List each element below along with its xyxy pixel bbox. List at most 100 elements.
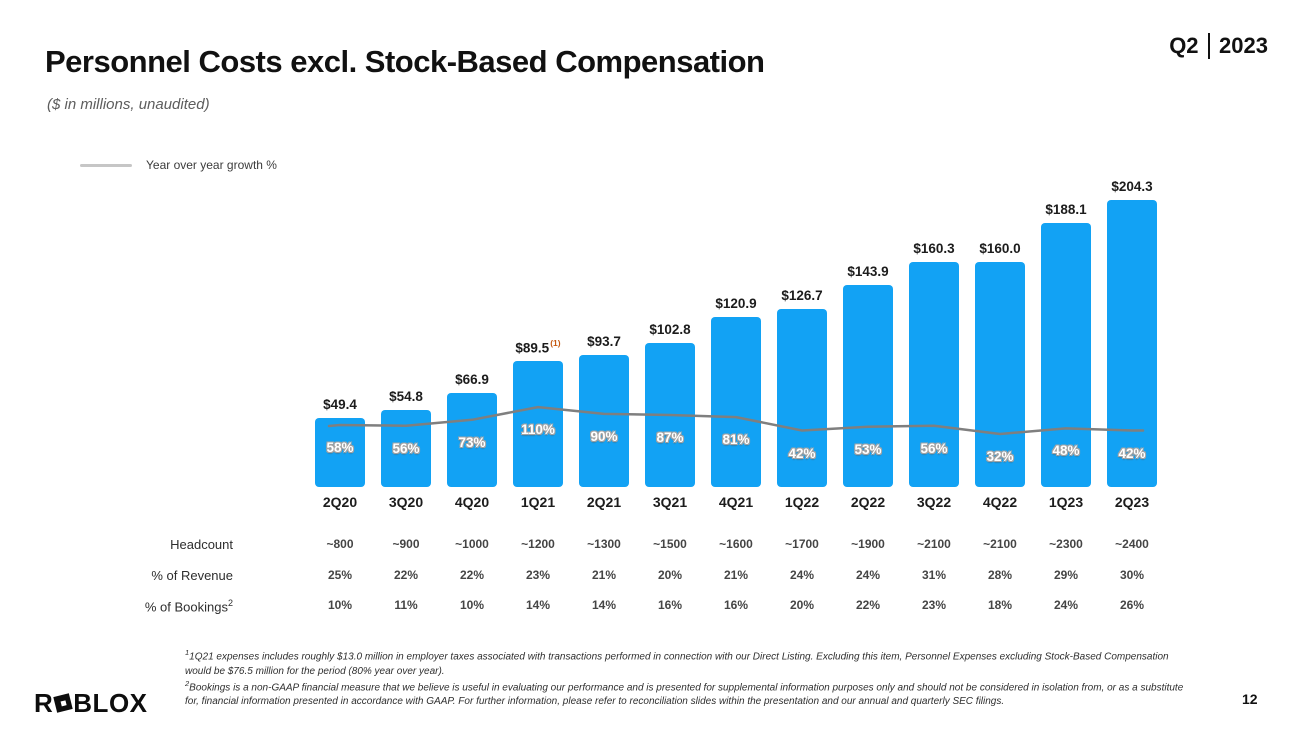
bar-value-label: $126.7: [781, 288, 823, 303]
x-axis-label-4Q21: 4Q21: [718, 494, 754, 510]
chart-column-3Q22: $160.3 56% 3Q22: [901, 170, 967, 510]
table-cell: 11%: [394, 598, 418, 612]
yoy-legend-label: Year over year growth %: [146, 158, 277, 172]
yoy-growth-label: 73%: [458, 434, 486, 450]
table-cell: ~2400: [1115, 537, 1149, 551]
yoy-growth-label: 56%: [920, 440, 948, 456]
footnote-2-text: Bookings is a non-GAAP financial measure…: [185, 682, 1184, 708]
yoy-growth-label: 42%: [1118, 445, 1146, 461]
table-cell: 26%: [1119, 598, 1145, 612]
table-cell: 23%: [921, 598, 947, 612]
table-cell: 14%: [591, 598, 617, 612]
row-values: 25% 22% 22% 23% 21% 20% 21% 24% 24% 31% 28% 29% 30%: [307, 568, 1165, 582]
bar-value-label: $102.8: [649, 322, 691, 337]
table-row--of-revenue: % of Revenue 25% 22% 22% 23% 21% 20% 21% 24% 24% 3…: [0, 568, 1315, 586]
bar-value-label: $120.9: [715, 296, 757, 311]
chart-column-1Q21: $89.5(1) 110% 1Q21: [505, 170, 571, 510]
x-axis-label-3Q22: 3Q22: [916, 494, 952, 510]
chart-column-1Q22: $126.7 42% 1Q22: [769, 170, 835, 510]
chart-column-3Q20: $54.8 56% 3Q20: [373, 170, 439, 510]
bar-value-label: $160.0: [979, 241, 1021, 256]
table-cell: ~800: [326, 537, 354, 551]
table-cell: 18%: [987, 598, 1013, 612]
x-axis-label-2Q23: 2Q23: [1114, 494, 1150, 510]
bar-4Q21: [711, 317, 761, 487]
chart-column-4Q21: $120.9 81% 4Q21: [703, 170, 769, 510]
x-axis-label-4Q20: 4Q20: [454, 494, 490, 510]
table-cell: 30%: [1119, 568, 1145, 582]
footnote-2: 2Bookings is a non-GAAP financial measur…: [185, 679, 1195, 710]
footnote-1-chart-marker: (1): [550, 337, 561, 348]
yoy-growth-label: 90%: [590, 428, 618, 444]
yoy-growth-label: 58%: [326, 439, 354, 455]
chart-column-4Q22: $160.0 32% 4Q22: [967, 170, 1033, 510]
yoy-growth-label: 32%: [986, 448, 1014, 464]
table-cell: ~1700: [785, 537, 819, 551]
page-title: Personnel Costs excl. Stock-Based Compen…: [45, 44, 765, 79]
chart-column-4Q20: $66.9 73% 4Q20: [439, 170, 505, 510]
table-cell: ~2300: [1049, 537, 1083, 551]
period-year: 2023: [1219, 33, 1268, 58]
bar-value-label: $89.5(1): [515, 337, 561, 356]
yoy-growth-label: 48%: [1052, 443, 1080, 459]
page-subtitle: ($ in millions, unaudited): [47, 96, 210, 113]
yoy-growth-label: 81%: [722, 432, 750, 448]
yoy-growth-label: 87%: [656, 429, 684, 445]
chart-column-1Q23: $188.1 48% 1Q23: [1033, 170, 1099, 510]
table-row-headcount: Headcount ~800 ~900 ~1000 ~1200 ~1300 ~1500 ~16…: [0, 537, 1315, 555]
yoy-growth-label: 53%: [854, 441, 882, 457]
bar-value-label: $143.9: [847, 264, 889, 279]
x-axis-label-1Q23: 1Q23: [1048, 494, 1084, 510]
x-axis-label-1Q22: 1Q22: [784, 494, 820, 510]
logo-text-r: R: [34, 688, 54, 718]
table-cell: 28%: [987, 568, 1013, 582]
x-axis-label-3Q21: 3Q21: [652, 494, 688, 510]
x-axis-label-2Q20: 2Q20: [322, 494, 358, 510]
footnote-1: 11Q21 expenses includes roughly $13.0 mi…: [185, 648, 1195, 679]
table-cell: ~1200: [521, 537, 555, 551]
chart-column-3Q21: $102.8 87% 3Q21: [637, 170, 703, 510]
x-axis-label-4Q22: 4Q22: [982, 494, 1018, 510]
table-cell: 20%: [657, 568, 683, 582]
table-cell: ~1900: [851, 537, 885, 551]
table-cell: 22%: [855, 598, 881, 612]
table-cell: 10%: [327, 598, 353, 612]
table-cell: ~2100: [917, 537, 951, 551]
personnel-costs-bar-chart: $49.4 58% 2Q20 $54.8 56% 3Q20 $66.9 73% 4Q20 $89.…: [307, 170, 1165, 510]
x-axis-label-3Q20: 3Q20: [388, 494, 424, 510]
footnote-2-marker: 2: [185, 678, 190, 688]
table-cell: 10%: [459, 598, 485, 612]
table-cell: ~1000: [455, 537, 489, 551]
bar-2Q23: [1107, 200, 1157, 487]
table-row--of-bookings: % of Bookings2 10% 11% 10% 14% 14% 16% 16% 20% 22…: [0, 598, 1315, 616]
table-cell: 29%: [1053, 568, 1079, 582]
row-label: Headcount: [170, 537, 233, 552]
table-cell: 24%: [1053, 598, 1079, 612]
bar-value-label: $160.3: [913, 241, 955, 256]
page-number: 12: [1242, 691, 1258, 707]
footnote-1-text: 1Q21 expenses includes roughly $13.0 mil…: [185, 651, 1169, 677]
bar-1Q22: [777, 309, 827, 487]
table-cell: 21%: [591, 568, 617, 582]
bar-value-label: $93.7: [587, 334, 621, 349]
roblox-logo: R BLOX: [34, 688, 148, 719]
table-cell: ~1600: [719, 537, 753, 551]
footnote-1-marker: 1: [185, 648, 190, 657]
bar-value-label: $204.3: [1111, 179, 1153, 194]
row-values: 10% 11% 10% 14% 14% 16% 16% 20% 22% 23% 18% 24% 26%: [307, 598, 1165, 612]
chart-column-2Q23: $204.3 42% 2Q23: [1099, 170, 1165, 510]
table-cell: 21%: [723, 568, 749, 582]
table-cell: 23%: [525, 568, 551, 582]
row-label: % of Revenue: [151, 568, 233, 583]
logo-text-blox: BLOX: [73, 688, 148, 718]
bar-3Q21: [645, 343, 695, 487]
x-axis-label-1Q21: 1Q21: [520, 494, 556, 510]
chart-column-2Q21: $93.7 90% 2Q21: [571, 170, 637, 510]
yoy-growth-label: 42%: [788, 445, 816, 461]
table-cell: 20%: [789, 598, 815, 612]
bar-2Q22: [843, 285, 893, 487]
chart-column-2Q22: $143.9 53% 2Q22: [835, 170, 901, 510]
bar-1Q23: [1041, 223, 1091, 487]
bar-3Q22: [909, 262, 959, 487]
footnotes-block: 11Q21 expenses includes roughly $13.0 mi…: [185, 648, 1195, 709]
